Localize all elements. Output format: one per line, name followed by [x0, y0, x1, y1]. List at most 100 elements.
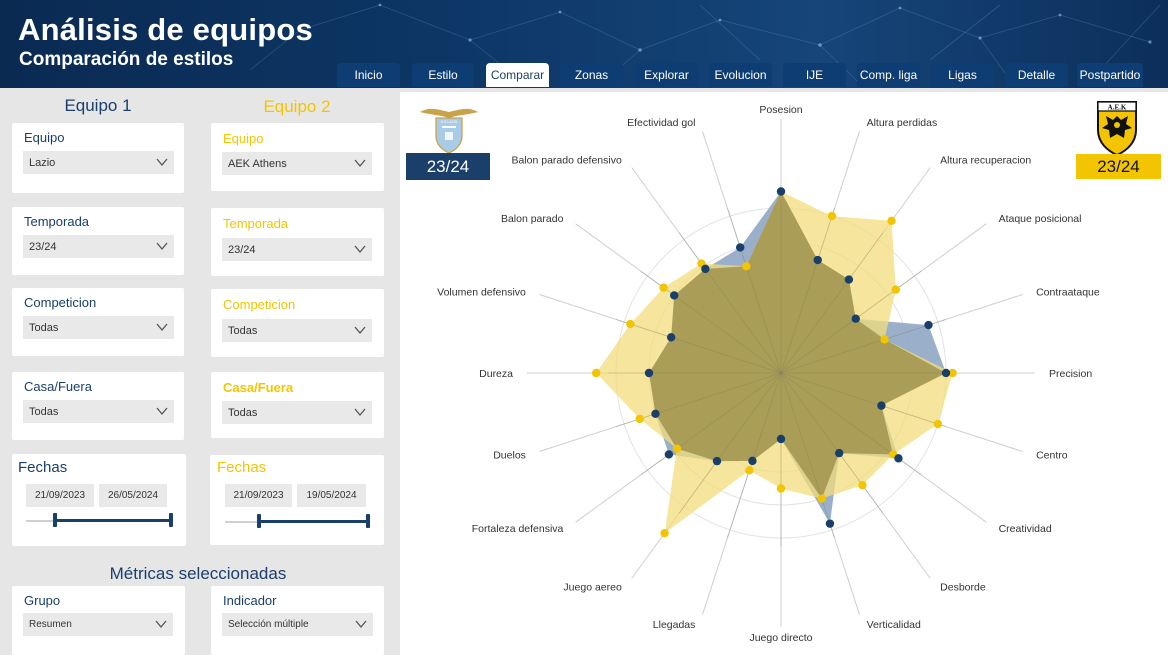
- equipo1-competicion-select[interactable]: Todas: [23, 316, 174, 339]
- radar-point[interactable]: [659, 283, 668, 292]
- radar-point[interactable]: [776, 434, 786, 444]
- radar-point[interactable]: [894, 454, 903, 463]
- equipo2-panel: Equipo 2 Equipo AEK Athens Temporada 23/…: [199, 92, 395, 558]
- radar-point[interactable]: [941, 368, 951, 378]
- radar-point[interactable]: [670, 291, 679, 300]
- axis-label: Balon parado defensivo: [511, 154, 621, 166]
- axis-label: Altura perdidas: [867, 117, 938, 129]
- radar-point[interactable]: [644, 368, 654, 378]
- axis-line-inner: [780, 319, 946, 374]
- tab-comp-liga[interactable]: Comp. liga: [857, 63, 920, 87]
- axis-label: Efectividad gol: [627, 117, 695, 129]
- radar-point[interactable]: [851, 314, 860, 323]
- axis-line-inner: [640, 372, 782, 476]
- radar-point[interactable]: [813, 255, 822, 265]
- radar-point[interactable]: [825, 519, 835, 528]
- tab-detalle[interactable]: Detalle: [1005, 63, 1068, 87]
- equipo1-fecha-inicio[interactable]: 21/09/2023: [26, 484, 94, 507]
- equipo1-temporada-label: Temporada: [24, 214, 90, 229]
- equipo1-temporada-card: Temporada 23/24: [12, 207, 184, 275]
- radar-point[interactable]: [626, 319, 635, 329]
- axis-line-inner: [780, 208, 835, 374]
- tab-evolucion[interactable]: Evolucion: [709, 63, 772, 87]
- equipo1-date-slider-start-handle[interactable]: [53, 513, 57, 527]
- tab-postpartido[interactable]: Postpartido: [1077, 63, 1143, 87]
- tab-comparar[interactable]: Comparar: [486, 63, 549, 87]
- radar-point[interactable]: [672, 444, 682, 453]
- axis-line-inner: [678, 372, 782, 514]
- equipo1-temporada-value: 23/24: [29, 240, 57, 253]
- radar-point[interactable]: [651, 409, 660, 418]
- equipo1-casa-value: Todas: [29, 405, 59, 418]
- equipo2-date-slider-end-handle[interactable]: [366, 514, 370, 528]
- radar-point[interactable]: [844, 275, 854, 284]
- chevron-down-icon: [355, 620, 367, 629]
- axis-line-inner: [727, 208, 782, 374]
- radar-point[interactable]: [776, 484, 786, 493]
- radar-point[interactable]: [924, 320, 933, 330]
- axis-label: Precision: [1049, 368, 1092, 380]
- equipo2-fecha-fin[interactable]: 19/05/2024: [297, 484, 366, 507]
- radar-point[interactable]: [664, 450, 674, 459]
- radar-point[interactable]: [880, 335, 889, 344]
- page-subtitle: Comparación de estilos: [19, 49, 234, 70]
- tab-estilo[interactable]: Estilo: [412, 63, 474, 87]
- metricas-indicador-select[interactable]: Selección múltiple: [222, 613, 373, 636]
- equipo1-equipo-card: Equipo Lazio: [12, 123, 184, 193]
- equipo2-fecha-inicio[interactable]: 21/09/2023: [225, 484, 292, 507]
- radar-point[interactable]: [877, 401, 886, 410]
- equipo1-date-slider-end-handle[interactable]: [169, 513, 173, 527]
- axis-label: Fortaleza defensiva: [472, 523, 564, 535]
- chevron-down-icon: [156, 323, 168, 332]
- radar-point[interactable]: [948, 368, 957, 378]
- equipo2-casa-select[interactable]: Todas: [222, 401, 372, 424]
- radar-point[interactable]: [745, 466, 754, 475]
- tab-zonas[interactable]: Zonas: [560, 63, 623, 87]
- radar-point[interactable]: [660, 528, 669, 538]
- equipo2-competicion-value: Todas: [228, 324, 258, 337]
- equipo1-fecha-fin[interactable]: 26/05/2024: [99, 484, 167, 507]
- equipo2-temporada-value: 23/24: [228, 243, 256, 256]
- chevron-down-icon: [156, 242, 168, 251]
- tab-ije[interactable]: IJE: [783, 63, 846, 87]
- equipo2-casa-value: Todas: [228, 406, 258, 419]
- axis-label: Verticalidad: [867, 619, 921, 631]
- radar-point[interactable]: [742, 262, 751, 271]
- tab-explorar[interactable]: Explorar: [635, 63, 698, 87]
- radar-point[interactable]: [887, 216, 896, 226]
- radar-point[interactable]: [776, 187, 786, 196]
- axis-label: Llegadas: [653, 619, 696, 631]
- chevron-down-icon: [354, 408, 366, 417]
- radar-point[interactable]: [712, 456, 722, 466]
- radar-point[interactable]: [736, 243, 745, 252]
- axis-label: Dureza: [479, 368, 513, 380]
- equipo1-temporada-select[interactable]: 23/24: [23, 235, 174, 258]
- radar-point[interactable]: [592, 368, 601, 378]
- radar-point[interactable]: [701, 264, 710, 274]
- radar-point[interactable]: [858, 480, 867, 490]
- equipo2-date-slider-start-handle[interactable]: [257, 514, 261, 528]
- radar-point[interactable]: [891, 285, 900, 294]
- radar-point[interactable]: [635, 414, 644, 424]
- equipo1-date-slider-range: [55, 519, 172, 522]
- equipo2-equipo-select[interactable]: AEK Athens: [222, 152, 372, 175]
- radar-point[interactable]: [933, 419, 943, 429]
- radar-point[interactable]: [666, 333, 676, 342]
- metricas-grupo-select[interactable]: Resumen: [23, 613, 173, 636]
- equipo2-competicion-select[interactable]: Todas: [222, 319, 372, 342]
- equipo1-casa-select[interactable]: Todas: [23, 400, 174, 423]
- tab-inicio[interactable]: Inicio: [337, 63, 400, 87]
- equipo1-competicion-card: Competicion Todas: [12, 288, 184, 356]
- equipo2-temporada-select[interactable]: 23/24: [222, 238, 372, 261]
- equipo1-equipo-select[interactable]: Lazio: [23, 151, 174, 174]
- tab-ligas[interactable]: Ligas: [931, 63, 994, 87]
- radar-point[interactable]: [827, 211, 837, 221]
- radar-point[interactable]: [834, 448, 844, 458]
- radar-overlap-area: [649, 191, 946, 499]
- equipo1-competicion-value: Todas: [29, 321, 59, 334]
- radar-point[interactable]: [817, 494, 826, 503]
- radar-point[interactable]: [748, 456, 757, 466]
- chevron-down-icon: [354, 326, 366, 335]
- metricas-panel: Métricas seleccionadas Grupo Resumen Ind…: [0, 561, 396, 655]
